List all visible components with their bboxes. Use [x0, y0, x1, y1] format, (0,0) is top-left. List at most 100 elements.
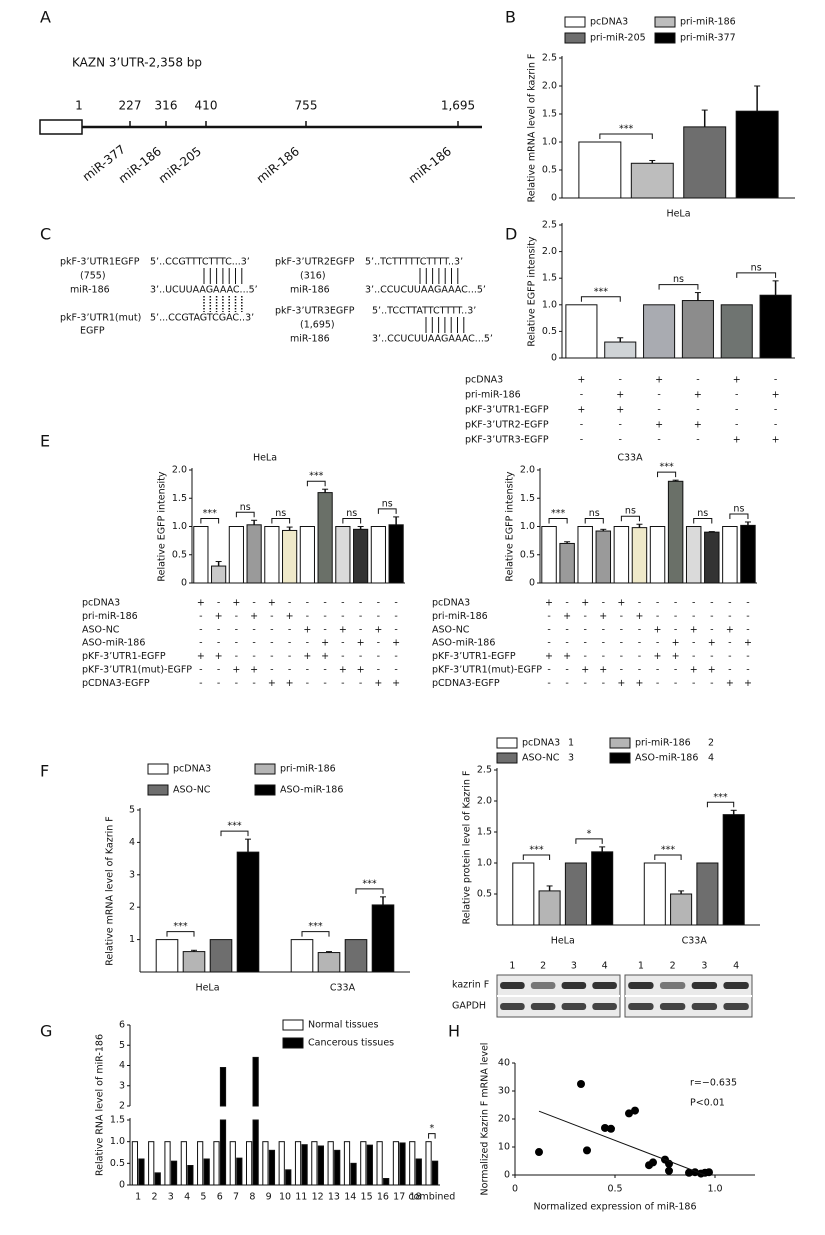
- sign: -: [583, 624, 586, 635]
- sign: -: [583, 678, 586, 689]
- band: [500, 1003, 525, 1010]
- band: [530, 1003, 556, 1010]
- mirna-label: miR-186: [406, 144, 454, 186]
- sign: -: [252, 598, 255, 609]
- significance-label: ns: [733, 503, 744, 514]
- significance-label: ***: [619, 124, 634, 135]
- utr-title: KAZN 3’UTR-2,358 bp: [72, 56, 202, 70]
- significance-bracket: [693, 518, 713, 524]
- blot-row-label: GAPDH: [452, 1001, 486, 1012]
- sign: -: [359, 611, 362, 622]
- y-tick-label: 3: [119, 1080, 125, 1091]
- sign: -: [565, 665, 568, 676]
- sign: -: [252, 638, 255, 649]
- sign: -: [394, 598, 397, 609]
- sign: +: [374, 624, 382, 635]
- row-label: pri-miR-186: [465, 390, 521, 401]
- sign: -: [728, 638, 731, 649]
- y-tick-label: 2.0: [477, 796, 492, 807]
- legend-swatch: [609, 737, 631, 749]
- sign: +: [268, 678, 276, 689]
- sign: -: [306, 598, 309, 609]
- y-tick-label: 4: [129, 837, 135, 848]
- bar: [667, 480, 684, 584]
- y-tick-label: 2.5: [477, 765, 492, 776]
- bar: [353, 528, 369, 584]
- sequence: 5’..TCTTTTTCTTTT..3’: [365, 257, 463, 268]
- legend-swatch: [564, 32, 586, 44]
- sign: +: [321, 638, 329, 649]
- sign: -: [199, 665, 202, 676]
- bar: [577, 526, 593, 584]
- bar: [262, 1141, 269, 1186]
- sign: +: [599, 665, 607, 676]
- bar: [343, 1141, 351, 1186]
- sign: -: [306, 678, 309, 689]
- x-tick-label: C33A: [330, 983, 356, 994]
- row-label: pcDNA3: [432, 598, 470, 609]
- sign: -: [602, 624, 605, 635]
- sign: -: [696, 435, 699, 446]
- bar: [564, 862, 587, 926]
- band: [659, 1003, 686, 1010]
- sign: -: [341, 611, 344, 622]
- legend-lane: 4: [708, 753, 714, 764]
- point: [607, 1124, 615, 1133]
- sign: +: [635, 611, 643, 622]
- sign: -: [728, 598, 731, 609]
- significance-bracket: [377, 508, 397, 514]
- bar: [317, 1145, 325, 1186]
- x-tick-label: 9: [266, 1192, 272, 1203]
- utr-position: 410: [195, 99, 218, 113]
- panel-letter: H: [448, 1022, 460, 1041]
- bar: [219, 1119, 227, 1186]
- bar: [180, 1141, 187, 1186]
- sign: -: [674, 598, 677, 609]
- significance-bracket: [657, 471, 677, 478]
- sign: -: [583, 611, 586, 622]
- panel-letter: C: [40, 225, 51, 244]
- lane-number: 1: [509, 961, 515, 972]
- panel-letter: E: [40, 432, 50, 451]
- sign: -: [547, 638, 550, 649]
- significance-bracket: [729, 513, 749, 519]
- x-tick-label: C33A: [682, 936, 708, 947]
- sign: -: [696, 375, 699, 386]
- bar: [236, 851, 260, 973]
- construct-label: (1,695): [300, 320, 335, 331]
- sign: -: [774, 375, 777, 386]
- sign: -: [565, 598, 568, 609]
- significance-label: ns: [751, 262, 762, 273]
- x-tick-label: 0: [512, 1184, 518, 1195]
- legend-label: ASO-NC: [522, 753, 560, 764]
- sign: +: [772, 435, 780, 446]
- legend-label: pri-miR-377: [680, 33, 736, 44]
- legend-lane: 3: [568, 753, 574, 764]
- legend-swatch: [147, 784, 169, 796]
- sign: -: [323, 665, 326, 676]
- sign: +: [581, 598, 589, 609]
- sign: -: [394, 624, 397, 635]
- sign: -: [728, 611, 731, 622]
- significance-bracket: [584, 518, 604, 524]
- y-axis-label: Relative mRNA level of Kazrin F: [105, 816, 116, 966]
- sequence: 3’..UCUUAAGAAAC...5’: [150, 285, 258, 296]
- bar: [327, 1141, 334, 1186]
- fit-line: [538, 1110, 706, 1176]
- panel-letter: G: [40, 1022, 52, 1041]
- legend-label: ASO-miR-186: [280, 785, 343, 796]
- bar: [282, 529, 298, 584]
- sign: -: [746, 624, 749, 635]
- y-tick-label: 20: [498, 1114, 510, 1125]
- bar: [278, 1141, 285, 1186]
- sign: -: [235, 638, 238, 649]
- x-tick-label: 0.5: [607, 1184, 622, 1195]
- sign: -: [235, 678, 238, 689]
- significance-label: ***: [661, 845, 676, 856]
- row-label: ASO-miR-186: [82, 638, 145, 649]
- sign: -: [638, 598, 641, 609]
- legend-label: ASO-miR-186: [635, 753, 698, 764]
- row-label: pri-miR-186: [432, 611, 488, 622]
- sign: -: [199, 638, 202, 649]
- x-tick-label: 7: [233, 1192, 239, 1203]
